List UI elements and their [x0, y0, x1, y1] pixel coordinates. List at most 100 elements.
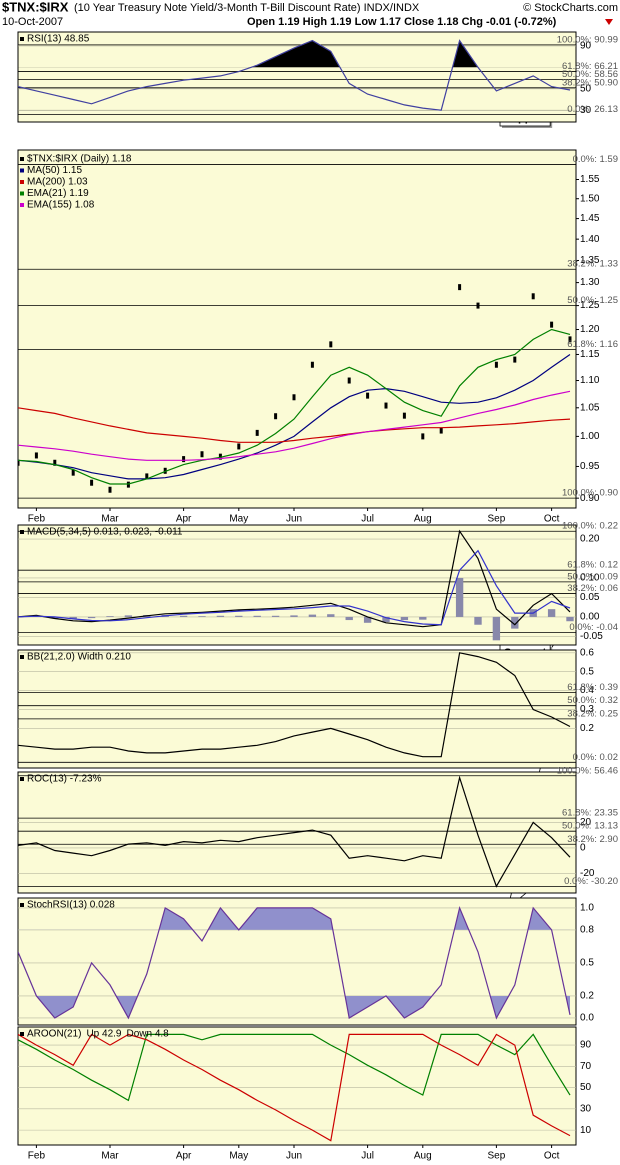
price-marker	[292, 394, 296, 401]
down-arrow	[605, 19, 613, 25]
legend-swatch	[20, 168, 24, 173]
fib-label: 61.8%: 66.21	[562, 61, 618, 72]
price-marker	[237, 443, 241, 450]
legend-swatch	[20, 180, 24, 184]
price-marker	[476, 302, 480, 309]
credit: © StockCharts.com	[523, 2, 618, 14]
histogram-bar	[106, 616, 114, 617]
price-marker	[53, 459, 57, 466]
y-tick-label: 1.50	[580, 193, 600, 204]
y-tick-label: 0.3	[580, 704, 594, 715]
description: (10 Year Treasury Note Yield/3-Month T-B…	[74, 2, 420, 14]
y-tick-label: 1.55	[580, 174, 600, 185]
histogram-bar	[547, 609, 556, 617]
price-marker	[145, 473, 149, 480]
x-tick-label: Apr	[176, 514, 192, 525]
legend-swatch	[20, 157, 24, 161]
price-marker	[329, 341, 333, 348]
price-marker	[402, 412, 406, 419]
y-tick-label: 0.90	[580, 493, 600, 504]
histogram-bar	[511, 616, 519, 629]
date: 10-Oct-2007	[2, 16, 63, 28]
legend-swatch	[20, 37, 24, 41]
fib-label: 38.2%: 2.90	[567, 834, 618, 845]
x-tick-label: Feb	[28, 1151, 46, 1162]
fib-label: 0.0%: 0.02	[573, 752, 618, 763]
fib-label: 50.0%: 13.13	[562, 821, 618, 832]
series-line	[18, 905, 571, 1020]
fib-label: 0.0%: -30.20	[564, 876, 618, 887]
x-tick-label: Mar	[101, 1151, 119, 1162]
histogram-bar	[492, 616, 501, 641]
legend-entry: EMA(155) 1.08	[27, 200, 95, 211]
legend-swatch	[20, 191, 24, 196]
fib-label: 50.0%: 1.25	[567, 295, 618, 306]
series-line	[18, 1033, 571, 1142]
price-marker	[458, 284, 462, 291]
y-tick-label: 1.30	[580, 277, 600, 288]
price-marker	[255, 429, 259, 436]
price-marker	[439, 427, 443, 434]
y-tick-label: 0.00	[580, 612, 600, 623]
y-tick-label: 0.10	[580, 573, 600, 584]
price-marker	[34, 452, 38, 459]
panel	[17, 524, 577, 646]
histogram-bar	[198, 616, 206, 617]
y-tick-label: 1.20	[580, 324, 600, 335]
plot-area	[18, 529, 576, 641]
x-tick-label: Oct	[544, 1151, 560, 1162]
fib-label: 38.2%: 0.25	[567, 708, 618, 719]
y-tick-label: -20	[580, 868, 595, 879]
y-tick-label: 0.95	[580, 461, 600, 472]
price-marker	[126, 481, 130, 488]
x-tick-label: Jun	[286, 1151, 302, 1162]
plot-area	[18, 905, 576, 1020]
fib-label: 100.0%: 90.99	[557, 34, 618, 45]
plot-area	[18, 1033, 576, 1142]
y-tick-label: 1.00	[580, 431, 600, 442]
histogram-bar	[308, 614, 317, 617]
legend-entry: BB(21,2.0) Width 0.210	[27, 652, 131, 663]
histogram-bar	[271, 615, 280, 617]
histogram-bar	[566, 616, 574, 622]
series-line	[18, 652, 571, 758]
histogram-bar	[345, 616, 353, 621]
y-tick-label: 90	[580, 41, 592, 52]
panel	[17, 1026, 577, 1146]
y-tick-label: 50	[580, 83, 592, 94]
histogram-bar	[179, 615, 188, 617]
y-tick-label: 30	[580, 1103, 592, 1114]
y-tick-label: 1.45	[580, 213, 600, 224]
y-tick-label: 0.8	[580, 925, 594, 936]
histogram-bar	[87, 616, 96, 619]
legend-swatch	[20, 530, 24, 534]
y-tick-label: 0.20	[580, 534, 600, 545]
fib-label: 61.8%: 23.35	[562, 808, 618, 819]
price-marker	[18, 459, 20, 466]
legend-entry: ROC(13) -7.23%	[27, 774, 102, 785]
x-tick-label: Jul	[361, 1151, 374, 1162]
y-tick-label: 1.35	[580, 255, 600, 266]
price-marker	[384, 402, 388, 409]
legend-swatch	[20, 777, 24, 781]
x-tick-label: Feb	[28, 514, 46, 525]
histogram-bar	[290, 615, 298, 617]
x-tick-label: Jul	[361, 514, 374, 525]
fib-label: 50.0%: 0.32	[567, 695, 618, 706]
series-line	[18, 407, 571, 443]
symbol: $TNX:$IRX	[2, 0, 69, 14]
y-tick-label: 50	[580, 1082, 592, 1093]
price-marker	[494, 361, 498, 368]
plot-area	[18, 39, 576, 115]
price-marker	[200, 451, 204, 458]
x-tick-label: Apr	[176, 1151, 192, 1162]
series-line	[18, 390, 571, 461]
fib-label: 0.0%: 26.13	[567, 104, 618, 115]
price-marker	[531, 293, 535, 300]
price-marker	[347, 377, 351, 384]
fib-label: 61.8%: 0.12	[567, 560, 618, 571]
plot-area	[18, 652, 576, 763]
y-tick-label: 0.6	[580, 647, 594, 658]
histogram-bar	[382, 616, 390, 623]
y-tick-label: 0.0	[580, 1013, 594, 1024]
